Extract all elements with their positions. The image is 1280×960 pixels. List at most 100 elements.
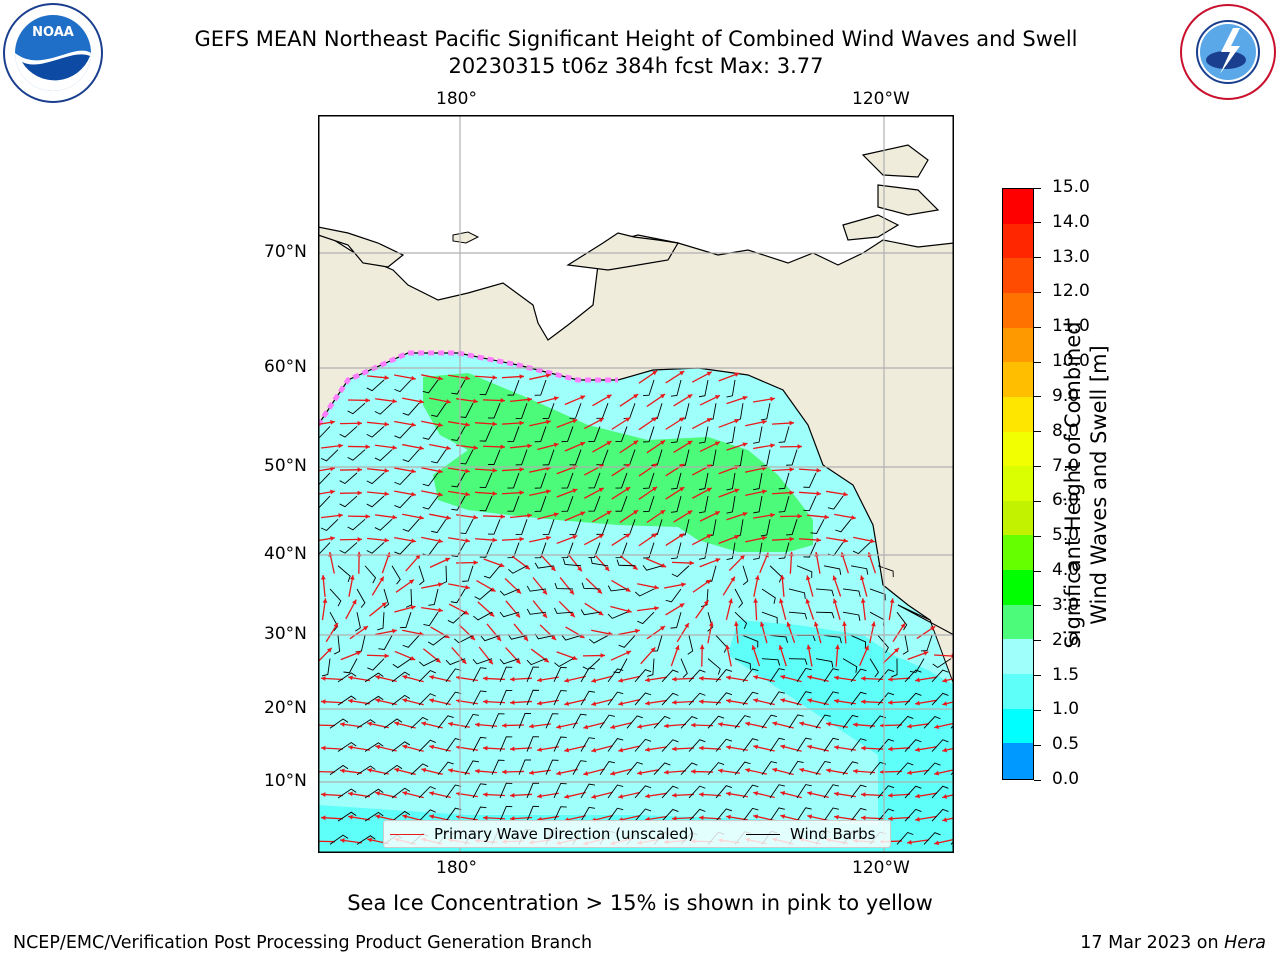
wind-barb	[850, 668, 867, 683]
wind-barb	[589, 635, 609, 644]
wave-arrow-head	[699, 745, 704, 751]
wave-arrow-head	[860, 598, 866, 603]
wave-arrow-head	[572, 655, 578, 661]
map-frame	[318, 115, 954, 853]
wind-barb	[339, 426, 358, 438]
wind-barb	[931, 785, 949, 799]
wave-arrow-head	[465, 375, 470, 381]
wind-barb	[459, 519, 474, 535]
wave-arrow-head	[861, 792, 866, 798]
wave-arrow-head	[473, 445, 478, 450]
wave-arrow-head	[591, 747, 597, 753]
wave-arrow-head	[321, 676, 326, 681]
wind-barb	[472, 736, 487, 752]
colorbar-tick-mark	[1034, 535, 1041, 537]
wave-arrow-head	[527, 443, 532, 449]
wind-barb	[607, 668, 624, 683]
wind-barb	[391, 694, 411, 706]
wave-arrow-head	[726, 814, 731, 820]
wind-barb	[815, 611, 835, 619]
wind-barb	[337, 811, 357, 822]
wind-barb	[670, 612, 682, 629]
land-canadian-arctic	[842, 144, 940, 241]
wave-arrow-head	[429, 675, 435, 680]
sea-ice-note: Sea Ice Concentration > 15% is shown in …	[347, 891, 933, 915]
wind-barb	[499, 666, 513, 683]
wave-arrow-head	[687, 394, 693, 399]
colorbar-segment	[1003, 500, 1033, 537]
wind-barb	[464, 760, 479, 775]
wave-arrow-head	[448, 721, 453, 727]
wave-arrow-head	[537, 747, 542, 752]
wind-barb	[670, 426, 682, 444]
wave-arrow-head	[864, 645, 869, 651]
wind-barb	[596, 449, 609, 466]
wind-barb	[374, 449, 393, 462]
wave-arrow-head	[626, 650, 632, 656]
wave-arrow-head	[826, 721, 831, 727]
colorbar-tick-label: 1.5	[1052, 664, 1080, 685]
wind-barb	[464, 713, 479, 729]
wave-arrow-head	[805, 598, 811, 604]
lon-label-top-120w: 120°W	[852, 89, 910, 109]
wind-barb	[715, 785, 733, 799]
wave-arrow-head	[706, 534, 712, 539]
wind-barb	[796, 784, 812, 799]
wind-barb	[850, 565, 869, 575]
wave-arrow-head	[394, 767, 400, 773]
wind-barb	[726, 496, 736, 514]
wave-arrow-head	[411, 375, 416, 381]
wave-arrow-head	[633, 510, 639, 515]
colorbar-segment	[1003, 466, 1033, 502]
wave-arrow-head	[402, 814, 408, 819]
wind-barb	[896, 831, 914, 845]
lat-label-70n: 70°N	[264, 242, 307, 262]
wind-barb	[909, 658, 925, 673]
wind-barb	[753, 426, 763, 444]
wave-arrow-head	[411, 538, 416, 544]
wave-arrow-head	[572, 418, 578, 424]
wind-barb	[451, 379, 466, 395]
wave-arrow-head	[934, 770, 940, 776]
wind-barb	[364, 695, 384, 706]
wind-barb	[391, 565, 401, 585]
wave-arrow-head	[510, 816, 515, 821]
wave-arrow-head	[392, 445, 397, 450]
wind-barb	[760, 449, 771, 467]
lat-label-60n: 60°N	[264, 357, 307, 377]
wave-arrow-head	[483, 792, 488, 798]
wind-barb	[499, 689, 513, 706]
wave-arrow-head	[330, 419, 335, 425]
wave-arrow-head	[633, 440, 639, 446]
wave-arrow-head	[753, 814, 759, 820]
land-russia-west	[318, 226, 405, 268]
wave-arrow-head	[942, 817, 948, 823]
wind-barb	[347, 518, 366, 531]
wind-barb	[462, 565, 474, 582]
lon-label-bottom-120w: 120°W	[852, 858, 910, 878]
wind-barb	[518, 713, 532, 729]
colorbar-tick-label: 12.0	[1052, 281, 1090, 302]
wave-arrow-head	[421, 767, 427, 773]
wave-arrow-head	[438, 538, 443, 544]
colorbar-segment	[1003, 639, 1033, 675]
wave-arrow-head	[637, 770, 642, 776]
map-canvas	[318, 115, 954, 853]
wind-barb	[499, 782, 513, 799]
wave-arrow-head	[789, 420, 794, 426]
wave-arrow-head	[470, 635, 475, 641]
wind-barb	[337, 695, 357, 706]
wave-arrow-head	[660, 626, 666, 631]
wind-barb	[923, 832, 941, 845]
wind-barb	[815, 760, 831, 775]
wind-barb	[366, 542, 385, 554]
wind-barb	[459, 403, 474, 418]
wave-arrow-head	[742, 442, 748, 447]
wave-arrow-head	[754, 575, 760, 580]
wave-arrow-head	[633, 394, 639, 399]
wave-arrow-head	[475, 768, 480, 774]
colorbar-tick-mark	[1034, 361, 1041, 363]
wind-barb	[391, 787, 411, 799]
wind-barb	[405, 588, 413, 608]
wave-arrow-head	[942, 747, 948, 753]
